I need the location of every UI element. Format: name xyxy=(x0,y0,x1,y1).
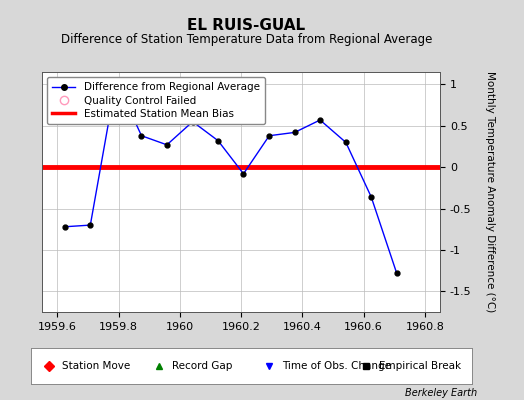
Text: Empirical Break: Empirical Break xyxy=(379,361,461,371)
Text: EL RUIS-GUAL: EL RUIS-GUAL xyxy=(187,18,305,33)
Text: Berkeley Earth: Berkeley Earth xyxy=(405,388,477,398)
Text: Difference of Station Temperature Data from Regional Average: Difference of Station Temperature Data f… xyxy=(61,33,432,46)
Text: Station Move: Station Move xyxy=(62,361,130,371)
Y-axis label: Monthly Temperature Anomaly Difference (°C): Monthly Temperature Anomaly Difference (… xyxy=(485,71,495,313)
Legend: Difference from Regional Average, Quality Control Failed, Estimated Station Mean: Difference from Regional Average, Qualit… xyxy=(47,77,265,124)
Text: Record Gap: Record Gap xyxy=(172,361,233,371)
Text: Time of Obs. Change: Time of Obs. Change xyxy=(282,361,391,371)
